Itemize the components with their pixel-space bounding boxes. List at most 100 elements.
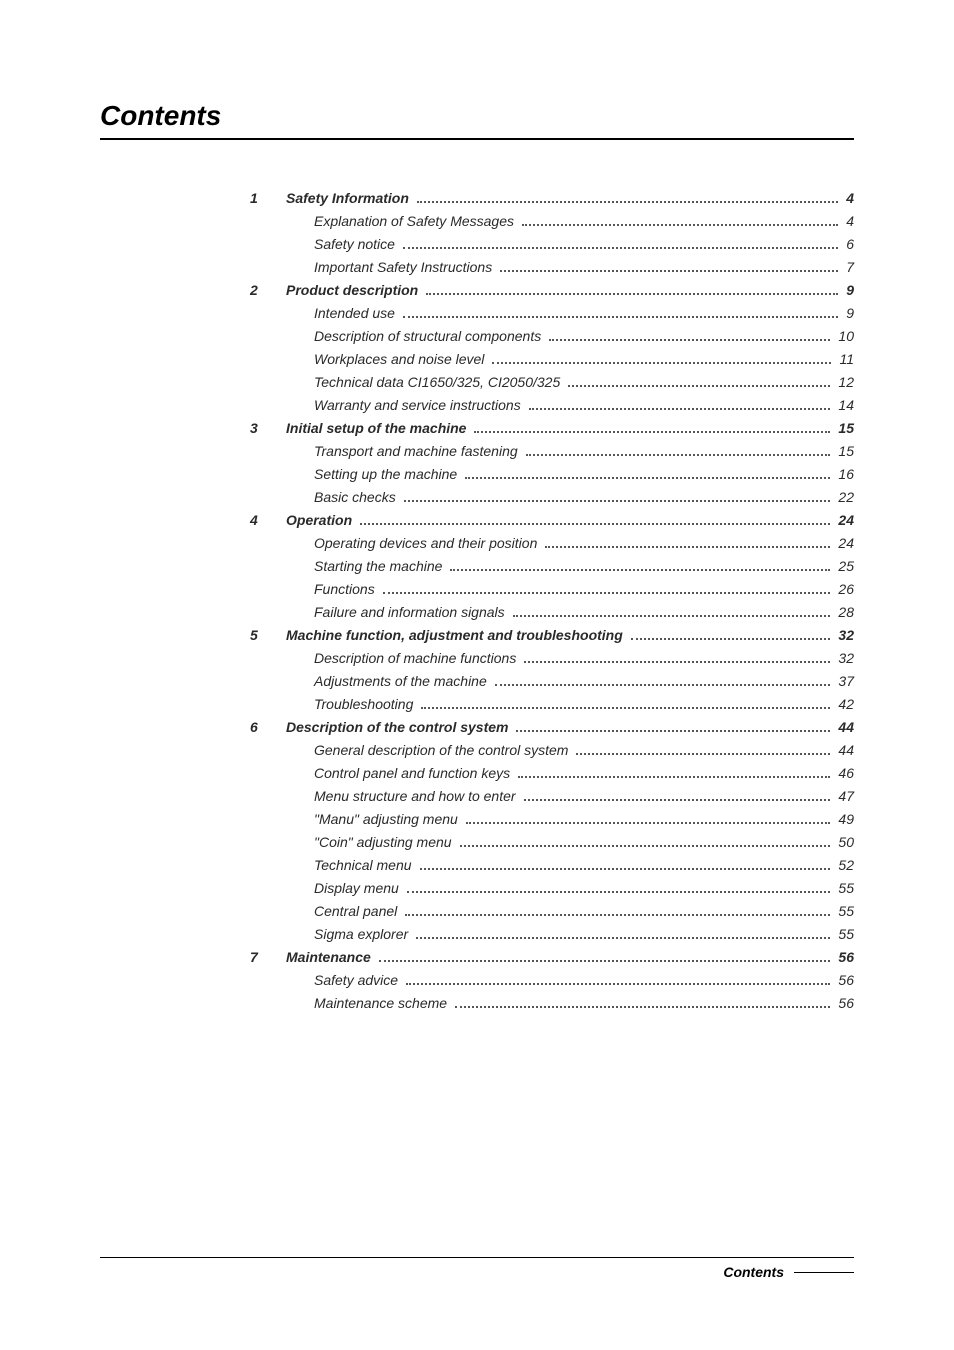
toc-page-number: 52	[834, 857, 854, 873]
toc-row: 6Description of the control system 44	[250, 719, 854, 735]
toc-page-number: 56	[834, 972, 854, 988]
toc-chapter-number: 4	[250, 512, 286, 528]
toc-page-number: 12	[834, 374, 854, 390]
toc-row: Menu structure and how to enter 47	[250, 788, 854, 804]
toc-row: Description of structural components10	[250, 328, 854, 344]
toc-page-number: 28	[834, 604, 854, 620]
toc-page-number: 46	[834, 765, 854, 781]
toc-entry-label: Description of the control system	[286, 719, 512, 735]
toc-entry-label: Menu structure and how to enter	[314, 788, 520, 804]
toc-row: 4Operation24	[250, 512, 854, 528]
toc-entry-label: Troubleshooting	[314, 696, 417, 712]
toc-leader-dots	[404, 500, 831, 502]
toc-page-number: 16	[834, 466, 854, 482]
toc-leader-dots	[492, 362, 831, 364]
toc-leader-dots	[524, 661, 830, 663]
toc-page-number: 42	[834, 696, 854, 712]
toc-page-number: 55	[834, 926, 854, 942]
toc-page-number: 11	[835, 351, 854, 367]
toc-page-number: 44	[834, 719, 854, 735]
toc-leader-dots	[631, 638, 831, 640]
toc-page-number: 25	[834, 558, 854, 574]
toc-row: Technical menu 52	[250, 857, 854, 873]
toc-row: Operating devices and their position24	[250, 535, 854, 551]
toc-row: Description of machine functions 32	[250, 650, 854, 666]
toc-chapter-number: 3	[250, 420, 286, 436]
toc-row: Sigma explorer 55	[250, 926, 854, 942]
toc-entry-label: Workplaces and noise level	[314, 351, 488, 367]
toc-row: Functions26	[250, 581, 854, 597]
toc-page-number: 6	[842, 236, 854, 252]
toc-leader-dots	[383, 592, 831, 594]
toc-entry-label: Sigma explorer	[314, 926, 412, 942]
table-of-contents: 1Safety Information4Explanation of Safet…	[250, 190, 854, 1011]
toc-entry-label: Technical data CI1650/325, CI2050/325	[314, 374, 564, 390]
toc-row: Workplaces and noise level 11	[250, 351, 854, 367]
toc-leader-dots	[522, 224, 838, 226]
toc-entry-label: Maintenance	[286, 949, 375, 965]
toc-entry-label: "Manu" adjusting menu	[314, 811, 462, 827]
toc-leader-dots	[403, 316, 838, 318]
toc-leader-dots	[460, 845, 831, 847]
toc-row: Display menu55	[250, 880, 854, 896]
toc-page-number: 7	[842, 259, 854, 275]
toc-entry-label: "Coin" adjusting menu	[314, 834, 456, 850]
toc-row: Explanation of Safety Messages4	[250, 213, 854, 229]
toc-row: Warranty and service instructions14	[250, 397, 854, 413]
toc-row: Intended use9	[250, 305, 854, 321]
toc-leader-dots	[518, 776, 830, 778]
toc-page-number: 55	[834, 880, 854, 896]
toc-entry-label: Description of structural components	[314, 328, 545, 344]
toc-row: Maintenance scheme56	[250, 995, 854, 1011]
page-title: Contents	[100, 100, 854, 132]
toc-page-number: 44	[834, 742, 854, 758]
toc-row: 3Initial setup of the machine 15	[250, 420, 854, 436]
toc-row: 1Safety Information4	[250, 190, 854, 206]
toc-page-number: 14	[834, 397, 854, 413]
toc-entry-label: Functions	[314, 581, 379, 597]
toc-leader-dots	[379, 960, 831, 962]
footer-label: Contents	[723, 1264, 784, 1280]
toc-chapter-number: 6	[250, 719, 286, 735]
toc-leader-dots	[421, 707, 830, 709]
toc-row: Troubleshooting 42	[250, 696, 854, 712]
toc-entry-label: Technical menu	[314, 857, 416, 873]
toc-entry-label: Setting up the machine	[314, 466, 461, 482]
toc-leader-dots	[526, 454, 831, 456]
toc-leader-dots	[417, 201, 838, 203]
toc-entry-label: Safety Information	[286, 190, 413, 206]
toc-leader-dots	[405, 914, 830, 916]
toc-page-number: 32	[834, 650, 854, 666]
toc-entry-label: Description of machine functions	[314, 650, 520, 666]
toc-page-number: 55	[834, 903, 854, 919]
toc-leader-dots	[360, 523, 830, 525]
toc-page-number: 49	[834, 811, 854, 827]
toc-row: Adjustments of the machine37	[250, 673, 854, 689]
toc-entry-label: Operation	[286, 512, 356, 528]
toc-leader-dots	[420, 868, 831, 870]
toc-page-number: 24	[834, 535, 854, 551]
toc-page-number: 4	[842, 190, 854, 206]
toc-leader-dots	[576, 753, 830, 755]
toc-row: "Coin" adjusting menu 50	[250, 834, 854, 850]
toc-entry-label: Maintenance scheme	[314, 995, 451, 1011]
toc-row: 7Maintenance56	[250, 949, 854, 965]
toc-page-number: 47	[834, 788, 854, 804]
toc-page-number: 37	[834, 673, 854, 689]
toc-leader-dots	[450, 569, 830, 571]
toc-row: 5Machine function, adjustment and troubl…	[250, 627, 854, 643]
toc-entry-label: Control panel and function keys	[314, 765, 514, 781]
toc-entry-label: Initial setup of the machine	[286, 420, 470, 436]
toc-page-number: 22	[834, 489, 854, 505]
toc-page-number: 50	[834, 834, 854, 850]
toc-row: Basic checks22	[250, 489, 854, 505]
toc-leader-dots	[500, 270, 838, 272]
toc-page-number: 4	[842, 213, 854, 229]
toc-row: Transport and machine fastening15	[250, 443, 854, 459]
toc-row: General description of the control syste…	[250, 742, 854, 758]
toc-row: 2Product description9	[250, 282, 854, 298]
toc-page-number: 9	[842, 305, 854, 321]
toc-entry-label: Transport and machine fastening	[314, 443, 522, 459]
toc-page-number: 15	[834, 420, 854, 436]
toc-row: Starting the machine25	[250, 558, 854, 574]
